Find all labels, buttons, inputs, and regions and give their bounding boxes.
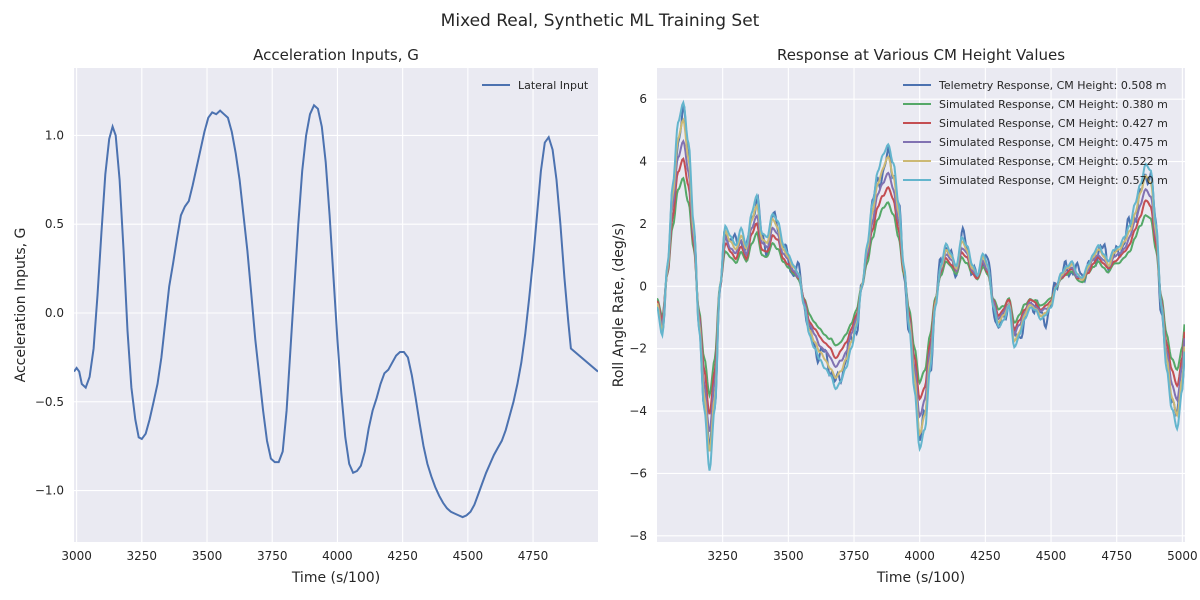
x-axis-label: Time (s/100)	[291, 570, 380, 586]
series-line-3	[657, 156, 1185, 415]
legend: Telemetry Response, CM Height: 0.508 m Si…	[903, 79, 1168, 187]
legend-label: Telemetry Response, CM Height: 0.508 m	[938, 79, 1167, 92]
y-tick-label: −6	[629, 466, 647, 480]
y-axis-label: Roll Angle Rate, (deg/s)	[611, 223, 627, 388]
x-tick-label: 4750	[518, 549, 549, 563]
series-group	[74, 103, 598, 519]
x-tick-label: 4500	[453, 549, 484, 563]
x-tick-label: 3750	[839, 549, 870, 563]
y-tick-label: 0	[639, 279, 647, 293]
x-tick-label: 3750	[257, 549, 288, 563]
legend-label: Simulated Response, CM Height: 0.380 m	[939, 98, 1168, 111]
y-tick-label: −0.5	[35, 395, 64, 409]
series-line-2	[657, 176, 1185, 399]
x-tick-label: 3250	[127, 549, 158, 563]
y-tick-label: 1.0	[45, 128, 64, 142]
chart-acceleration-inputs: 3000 3250 3500 3750 4000 4250 4500 4750 −1.0 −0.5…	[13, 46, 598, 586]
x-tick-label: 4750	[1101, 549, 1132, 563]
legend-label: Simulated Response, CM Height: 0.522 m	[939, 155, 1168, 168]
legend: Lateral Input	[482, 79, 589, 92]
y-tick-label: −1.0	[35, 484, 64, 498]
chart-title: Response at Various CM Height Values	[777, 46, 1065, 64]
x-tick-label: 4250	[970, 549, 1001, 563]
x-tick-label: 3500	[773, 549, 804, 563]
x-tick-label: 3250	[707, 549, 738, 563]
x-tick-label: 4500	[1036, 549, 1067, 563]
y-tick-label: 6	[639, 92, 647, 106]
x-tick-label: 3000	[61, 549, 92, 563]
y-tick-label: 0.5	[45, 217, 64, 231]
legend-label: Lateral Input	[518, 79, 589, 92]
series-line-6	[657, 99, 1185, 471]
series-line-4	[657, 138, 1185, 432]
y-tick-label: −8	[629, 529, 647, 543]
x-tick-label: 5000	[1167, 549, 1198, 563]
plot-area	[657, 68, 1185, 542]
x-tick-label: 4250	[387, 549, 418, 563]
y-tick-label: 4	[639, 155, 647, 169]
legend-label: Simulated Response, CM Height: 0.427 m	[939, 117, 1168, 130]
x-axis-label: Time (s/100)	[876, 570, 965, 586]
x-tick-label: 3500	[192, 549, 223, 563]
y-tick-label: −2	[629, 342, 647, 356]
y-tick-label: 2	[639, 217, 647, 231]
series-line-5	[657, 117, 1185, 452]
y-tick-label: −4	[629, 404, 647, 418]
legend-label: Simulated Response, CM Height: 0.570 m	[939, 174, 1168, 187]
y-tick-label: 0.0	[45, 306, 64, 320]
chart-roll-response: 3250 3500 3750 4000 4250 4500 4750 5000 −8 −6 −4 −2…	[611, 46, 1198, 586]
series-group	[657, 99, 1185, 471]
figure-title: Mixed Real, Synthetic ML Training Set	[441, 11, 760, 31]
x-tick-label: 4000	[904, 549, 935, 563]
series-line-lateral-input	[74, 103, 598, 519]
y-axis-label: Acceleration Inputs, G	[13, 228, 29, 383]
chart-title: Acceleration Inputs, G	[253, 46, 419, 64]
legend-label: Simulated Response, CM Height: 0.475 m	[939, 136, 1168, 149]
x-tick-label: 4000	[322, 549, 353, 563]
